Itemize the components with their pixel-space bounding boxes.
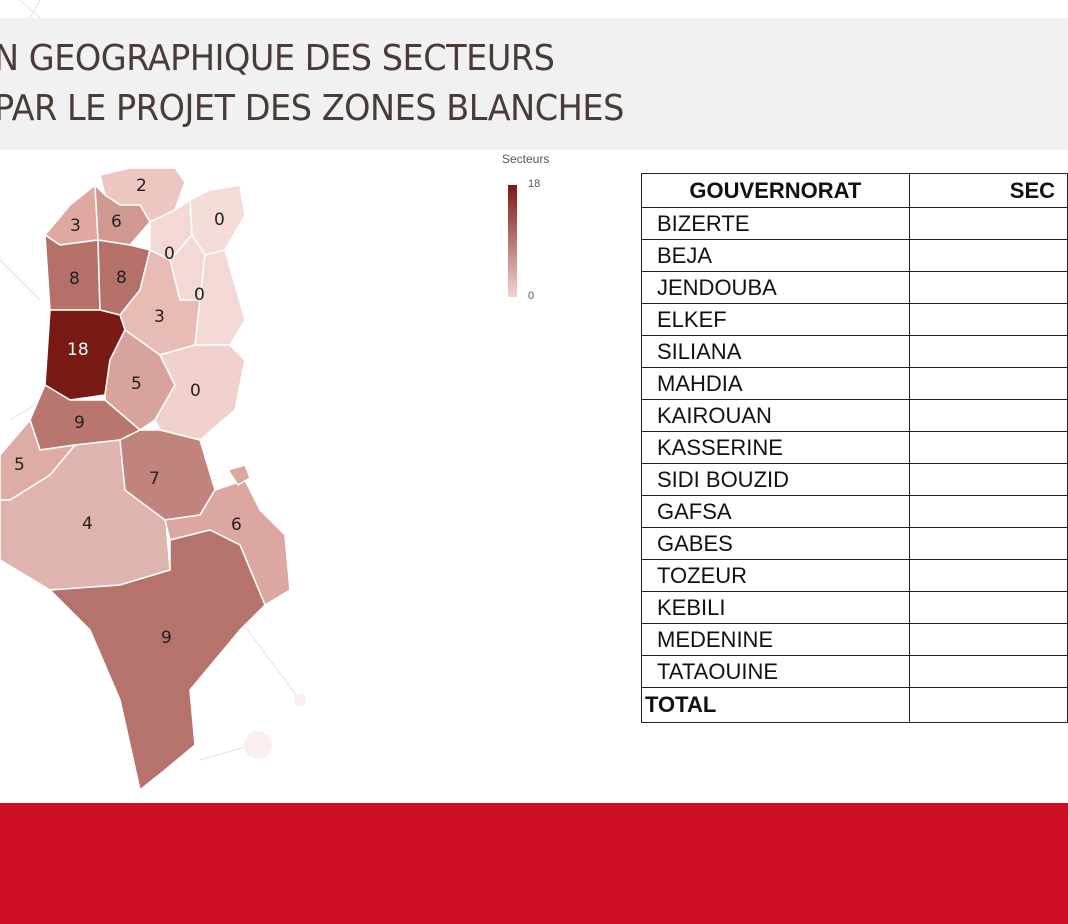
map-label: 3 <box>70 216 81 236</box>
sector-cell <box>908 335 1068 368</box>
table-row: KAIROUAN <box>641 399 1068 432</box>
footer-band <box>0 803 1068 924</box>
governorate-name: BEJA <box>641 239 910 272</box>
governorate-name: ELKEF <box>641 303 910 336</box>
page-title-line-2: PAR LE PROJET DES ZONES BLANCHES <box>0 88 624 129</box>
table-header-row: GOUVERNORAT SEC <box>641 173 1068 208</box>
map-label: 3 <box>154 307 165 327</box>
sector-cell <box>908 367 1068 400</box>
page-title-line-1: N GEOGRAPHIQUE DES SECTEURS <box>0 38 555 79</box>
map-legend: Secteurs 18 0 <box>498 152 578 302</box>
map-label: 6 <box>111 212 122 232</box>
map-label: 4 <box>82 514 93 534</box>
sector-cell <box>908 559 1068 592</box>
map-label: 18 <box>67 340 89 360</box>
table-row: BEJA <box>641 239 1068 272</box>
map-label: 8 <box>116 268 127 288</box>
header-gouvernorat: GOUVERNORAT <box>641 173 910 208</box>
total-label: TOTAL <box>641 687 910 723</box>
governorate-name: TATAOUINE <box>641 655 910 688</box>
governorate-name: GAFSA <box>641 495 910 528</box>
sector-cell <box>908 623 1068 656</box>
table-row: MAHDIA <box>641 367 1068 400</box>
table-row: ELKEF <box>641 303 1068 336</box>
governorate-name: BIZERTE <box>641 207 910 240</box>
table-row: SILIANA <box>641 335 1068 368</box>
sector-cell <box>908 655 1068 688</box>
region-mahdia-sfax <box>154 344 246 441</box>
map-label: 0 <box>214 210 225 230</box>
header-secteurs: SEC <box>908 173 1068 208</box>
governorate-name: KAIROUAN <box>641 399 910 432</box>
governorate-name: MEDENINE <box>641 623 910 656</box>
table-row: GAFSA <box>641 495 1068 528</box>
table-row: JENDOUBA <box>641 271 1068 304</box>
governorate-name: KASSERINE <box>641 431 910 464</box>
table-row: KASSERINE <box>641 431 1068 464</box>
governorate-name: TOZEUR <box>641 559 910 592</box>
sector-cell <box>908 303 1068 336</box>
sector-cell <box>908 399 1068 432</box>
legend-title: Secteurs <box>502 152 550 166</box>
map-label: 9 <box>74 413 85 433</box>
table-row: TATAOUINE <box>641 655 1068 688</box>
table-row: SIDI BOUZID <box>641 463 1068 496</box>
total-value-cell <box>908 687 1068 723</box>
sector-cell <box>908 463 1068 496</box>
sector-cell <box>908 591 1068 624</box>
map-label: 2 <box>136 176 147 196</box>
table-row: TOZEUR <box>641 559 1068 592</box>
table-row: GABES <box>641 527 1068 560</box>
table-row: KEBILI <box>641 591 1068 624</box>
sector-cell <box>908 271 1068 304</box>
governorate-name: GABES <box>641 527 910 560</box>
governorate-name: KEBILI <box>641 591 910 624</box>
map-label: 0 <box>164 244 175 264</box>
legend-color-scale <box>508 185 517 297</box>
region-jendouba <box>44 184 99 246</box>
region-djerba <box>227 464 251 486</box>
sector-cell <box>908 207 1068 240</box>
sector-cell <box>908 239 1068 272</box>
map-label: 8 <box>69 269 80 289</box>
map-label: 6 <box>231 515 242 535</box>
governorate-name: SILIANA <box>641 335 910 368</box>
title-band <box>0 18 1068 150</box>
map-label: 5 <box>131 374 142 394</box>
map-label: 0 <box>190 381 201 401</box>
map-label: 0 <box>194 285 205 305</box>
governorate-name: JENDOUBA <box>641 271 910 304</box>
legend-max-value: 18 <box>528 178 541 190</box>
map-label: 5 <box>14 455 25 475</box>
table-row: MEDENINE <box>641 623 1068 656</box>
governorate-table: GOUVERNORAT SEC BIZERTE BEJA JENDOUBA EL… <box>641 173 1068 723</box>
governorate-name: SIDI BOUZID <box>641 463 910 496</box>
tunisia-choropleth-map: 2 3 6 0 0 8 8 0 3 18 5 0 9 5 7 4 6 9 <box>0 167 291 791</box>
table-total-row: TOTAL <box>641 687 1068 723</box>
map-label: 9 <box>161 628 172 648</box>
legend-min-value: 0 <box>528 290 535 302</box>
sector-cell <box>908 495 1068 528</box>
sector-cell <box>908 527 1068 560</box>
table-row: BIZERTE <box>641 207 1068 240</box>
sector-cell <box>908 431 1068 464</box>
governorate-name: MAHDIA <box>641 367 910 400</box>
map-label: 7 <box>149 469 160 489</box>
region-tataouine <box>49 529 266 791</box>
